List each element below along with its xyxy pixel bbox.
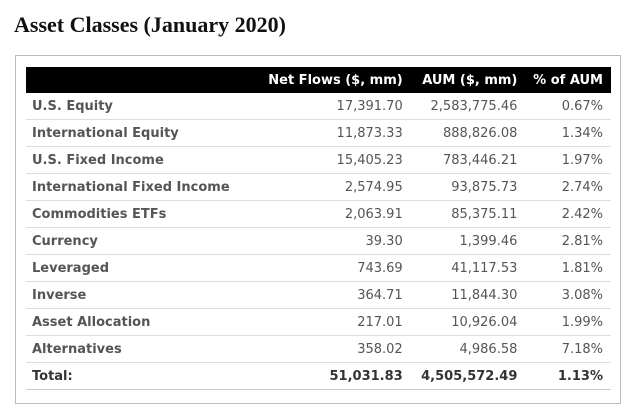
table-row: U.S. Equity 17,391.70 2,583,775.46 0.67% xyxy=(26,93,611,120)
cell: 11,873.33 xyxy=(254,119,411,147)
cell: 10,926.04 xyxy=(410,308,526,336)
cell: 1.97% xyxy=(525,146,611,174)
table-row: Inverse 364.71 11,844.30 3.08% xyxy=(26,281,611,309)
column-header: % of AUM xyxy=(525,67,611,93)
row-label: U.S. Fixed Income xyxy=(26,146,254,174)
cell: 358.02 xyxy=(254,335,411,363)
total-label: Total: xyxy=(26,362,254,390)
total-cell: 1.13% xyxy=(525,362,611,390)
row-label: Leveraged xyxy=(26,254,254,282)
cell: 888,826.08 xyxy=(410,119,526,147)
total-cell: 4,505,572.49 xyxy=(410,362,526,390)
cell: 2,583,775.46 xyxy=(410,93,526,120)
cell: 85,375.11 xyxy=(410,200,526,228)
table-row: Currency 39.30 1,399.46 2.81% xyxy=(26,227,611,255)
cell: 1.81% xyxy=(525,254,611,282)
cell: 2,063.91 xyxy=(254,200,411,228)
cell: 3.08% xyxy=(525,281,611,309)
asset-table: Net Flows ($, mm) AUM ($, mm)% of AUM U.S… xyxy=(26,67,611,390)
header-blank xyxy=(26,67,254,93)
cell: 783,446.21 xyxy=(410,146,526,174)
cell: 2,574.95 xyxy=(254,173,411,201)
cell: 1,399.46 xyxy=(410,227,526,255)
table-box: Net Flows ($, mm) AUM ($, mm)% of AUM U.S… xyxy=(15,55,621,404)
row-label: Inverse xyxy=(26,281,254,309)
column-header: Net Flows ($, mm) xyxy=(254,67,411,93)
row-label: U.S. Equity xyxy=(26,93,254,120)
cell: 2.42% xyxy=(525,200,611,228)
cell: 17,391.70 xyxy=(254,93,411,120)
table-body: U.S. Equity 17,391.70 2,583,775.46 0.67% Int… xyxy=(26,93,611,390)
cell: 1.99% xyxy=(525,308,611,336)
cell: 41,117.53 xyxy=(410,254,526,282)
cell: 4,986.58 xyxy=(410,335,526,363)
table-row: International Fixed Income 2,574.95 93,875… xyxy=(26,173,611,201)
header-row: Net Flows ($, mm) AUM ($, mm)% of AUM xyxy=(26,67,611,93)
cell: 0.67% xyxy=(525,93,611,120)
table-row: Asset Allocation 217.01 10,926.04 1.99% xyxy=(26,308,611,336)
total-row: Total: 51,031.83 4,505,572.49 1.13% xyxy=(26,362,611,390)
row-label: International Fixed Income xyxy=(26,173,254,201)
row-label: Commodities ETFs xyxy=(26,200,254,228)
row-label: Alternatives xyxy=(26,335,254,363)
row-label: International Equity xyxy=(26,119,254,147)
cell: 39.30 xyxy=(254,227,411,255)
table-row: Alternatives 358.02 4,986.58 7.18% xyxy=(26,335,611,363)
page-title: Asset Classes (January 2020) xyxy=(14,12,286,37)
cell: 2.74% xyxy=(525,173,611,201)
row-label: Asset Allocation xyxy=(26,308,254,336)
cell: 93,875.73 xyxy=(410,173,526,201)
cell: 743.69 xyxy=(254,254,411,282)
table-row: Leveraged 743.69 41,117.53 1.81% xyxy=(26,254,611,282)
row-label: Currency xyxy=(26,227,254,255)
column-header: AUM ($, mm) xyxy=(410,67,526,93)
cell: 364.71 xyxy=(254,281,411,309)
cell: 11,844.30 xyxy=(410,281,526,309)
table-row: International Equity 11,873.33 888,826.08 1… xyxy=(26,119,611,147)
cell: 2.81% xyxy=(525,227,611,255)
cell: 217.01 xyxy=(254,308,411,336)
total-cell: 51,031.83 xyxy=(254,362,411,390)
table-row: U.S. Fixed Income 15,405.23 783,446.21 1.97… xyxy=(26,146,611,174)
cell: 1.34% xyxy=(525,119,611,147)
table-row: Commodities ETFs 2,063.91 85,375.11 2.42% xyxy=(26,200,611,228)
cell: 15,405.23 xyxy=(254,146,411,174)
cell: 7.18% xyxy=(525,335,611,363)
